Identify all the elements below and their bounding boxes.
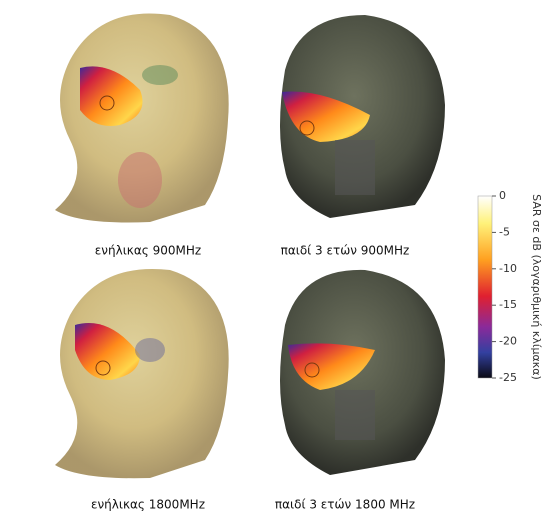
panel-child-900 [280, 15, 445, 218]
panel-adult-1800 [55, 269, 229, 478]
colorbar [478, 196, 492, 378]
panel-child-1800 [280, 270, 445, 475]
tick-label: -25 [499, 371, 517, 384]
tick-label: -5 [499, 225, 510, 238]
panel-adult-900 [55, 13, 229, 222]
tick-label: 0 [499, 189, 506, 202]
caption: ενήλικας 1800MHz [91, 498, 205, 512]
figure: ενήλικας 900MHz παιδί 3 ετών 900MHz ενήλ… [0, 0, 547, 515]
caption: παιδί 3 ετών 900MHz [281, 244, 410, 258]
tick-label: -15 [499, 298, 517, 311]
caption: παιδί 3 ετών 1800 MHz [275, 498, 415, 512]
caption: ενήλικας 900MHz [95, 244, 201, 258]
colorbar-label: SAR σε dB (λογαριθμική κλίμακα) [530, 194, 543, 380]
tick-label: -10 [499, 262, 517, 275]
tick-label: -20 [499, 335, 517, 348]
